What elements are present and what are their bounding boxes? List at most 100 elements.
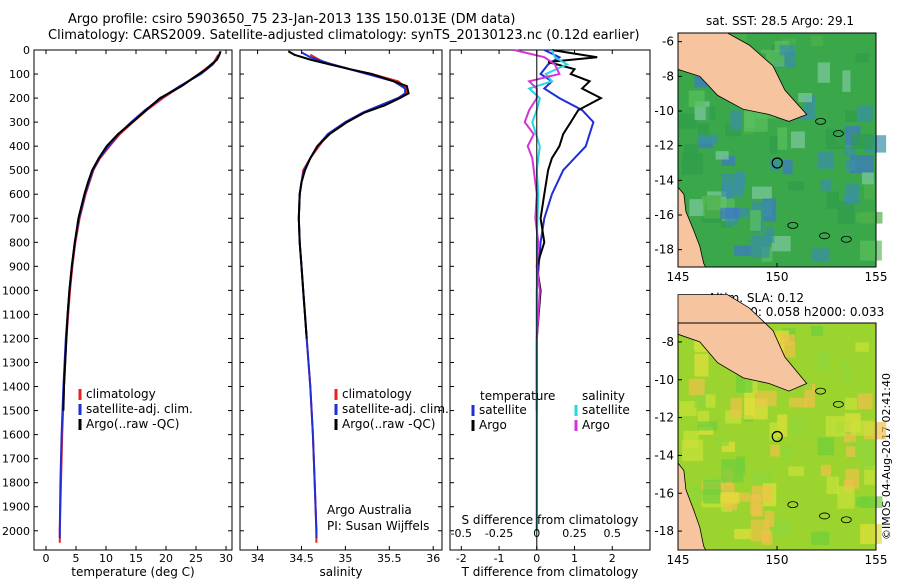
reef-island — [787, 221, 799, 229]
map-field-patch — [750, 235, 770, 258]
x-top-tick-label: 0.25 — [562, 527, 587, 540]
map-field-patch — [837, 486, 855, 509]
map-field-patch — [817, 62, 831, 83]
land-new-guinea — [677, 32, 808, 122]
map-field-patch — [857, 105, 873, 122]
reef-island — [840, 235, 852, 243]
y-tick-label: 600 — [9, 188, 30, 201]
map-field-patch — [769, 135, 778, 154]
map-field-patch — [798, 93, 812, 103]
sst-map-title: sat. SST: 28.5 Argo: 29.1 — [706, 14, 855, 28]
map-field-patch — [698, 426, 714, 435]
x-top-tick-label: -0.5 — [451, 527, 472, 540]
map-field-patch — [705, 106, 716, 120]
x-tick-label: -2 — [456, 552, 467, 565]
map-field-patch — [731, 492, 751, 502]
map-field-patch — [777, 127, 788, 150]
land-new-guinea — [677, 294, 808, 392]
y-tick-label: 300 — [9, 116, 30, 129]
x-tick-label: 30 — [219, 552, 233, 565]
map-field-patch — [750, 494, 761, 516]
map-field-patch — [845, 397, 857, 410]
map-field-patch — [764, 510, 775, 527]
map-sst_map — [677, 32, 887, 268]
x-tick-label: 34.5 — [289, 552, 314, 565]
map-field-patch — [850, 155, 874, 174]
map-field-patch — [846, 160, 856, 171]
map-field-patch — [860, 240, 882, 261]
map-field-patch — [788, 466, 805, 476]
map-field-patch — [703, 195, 721, 219]
map-field-patch — [770, 158, 781, 171]
map-field-patch — [694, 353, 709, 377]
y-tick-label: 800 — [9, 236, 30, 249]
map-x-tick-label: 145 — [667, 553, 690, 567]
map-y-tick-label: -12 — [654, 411, 674, 425]
legend-label: Argo(..raw -QC) — [342, 417, 435, 431]
y-tick-label: 200 — [9, 92, 30, 105]
map-field-patch — [697, 123, 710, 138]
map-y-tick-label: -18 — [654, 243, 674, 257]
map-field-patch — [688, 378, 705, 396]
x-tick-label: 2 — [609, 552, 616, 565]
map-field-patch — [736, 170, 746, 189]
x-tick-label: 35.5 — [377, 552, 402, 565]
map-y-tick-label: -10 — [654, 373, 674, 387]
map-field-patch — [698, 140, 714, 149]
map-field-patch — [730, 110, 743, 131]
y-tick-label: 1900 — [2, 501, 30, 514]
reef-island — [815, 118, 826, 125]
legend-title-salinity: salinity — [582, 389, 625, 403]
map-field-patch — [842, 359, 851, 381]
x-tick-label: 0 — [533, 552, 540, 565]
map-field-patch — [752, 471, 772, 485]
map-field-patch — [859, 211, 883, 224]
x-axis-label-differences: T difference from climatology — [461, 565, 639, 579]
map-y-tick-label: -10 — [654, 104, 674, 118]
map-field-patch — [820, 179, 831, 191]
y-tick-label: 1500 — [2, 405, 30, 418]
x-tick-label: -1 — [494, 552, 505, 565]
map-field-patch — [689, 483, 705, 501]
panel-frame-differences — [449, 49, 651, 551]
map-field-patch — [837, 201, 855, 224]
map-field-patch — [715, 437, 729, 446]
x-top-tick-label: 0 — [533, 527, 540, 540]
map-field-patch — [844, 138, 856, 157]
map-field-patch — [845, 183, 860, 204]
y-tick-label: 1700 — [2, 453, 30, 466]
x-top-tick-label: 0.5 — [604, 527, 622, 540]
map-x-tick-label: 155 — [865, 553, 888, 567]
legend-label: satellite-adj. clim. — [342, 402, 449, 416]
map-field-patch — [851, 133, 874, 149]
map-y-tick-label: -12 — [654, 139, 674, 153]
map-field-patch — [782, 160, 793, 175]
map-field-patch — [750, 210, 761, 231]
map-y-tick-label: -14 — [654, 173, 674, 187]
map-y-tick-label: -14 — [654, 448, 674, 462]
reef-island — [832, 130, 844, 137]
map-y-tick-label: -16 — [654, 486, 674, 500]
map-field-patch — [697, 410, 710, 426]
map-field-patch — [820, 464, 831, 477]
argo-location-marker — [771, 157, 783, 169]
map-field-patch — [755, 390, 777, 407]
map-field-patch — [861, 458, 874, 470]
legend-label: climatology — [86, 387, 156, 401]
map-field-patch — [850, 441, 874, 460]
map-x-tick-label: 150 — [766, 553, 789, 567]
map-field-patch — [683, 430, 699, 448]
map-field-patch — [779, 44, 796, 56]
reef-island — [819, 232, 830, 240]
map-field-patch — [771, 519, 791, 536]
x-tick-label: 15 — [129, 552, 143, 565]
panel-frame-salinity — [239, 49, 443, 551]
legend-label: Argo — [582, 418, 610, 432]
reef-island — [815, 387, 826, 395]
map-field-patch — [779, 334, 796, 345]
x-tick-label: 10 — [99, 552, 113, 565]
map-field-patch — [771, 236, 791, 252]
y-tick-label: 1400 — [2, 381, 30, 394]
y-tick-label: 900 — [9, 260, 30, 273]
map-field-patch — [855, 53, 869, 63]
